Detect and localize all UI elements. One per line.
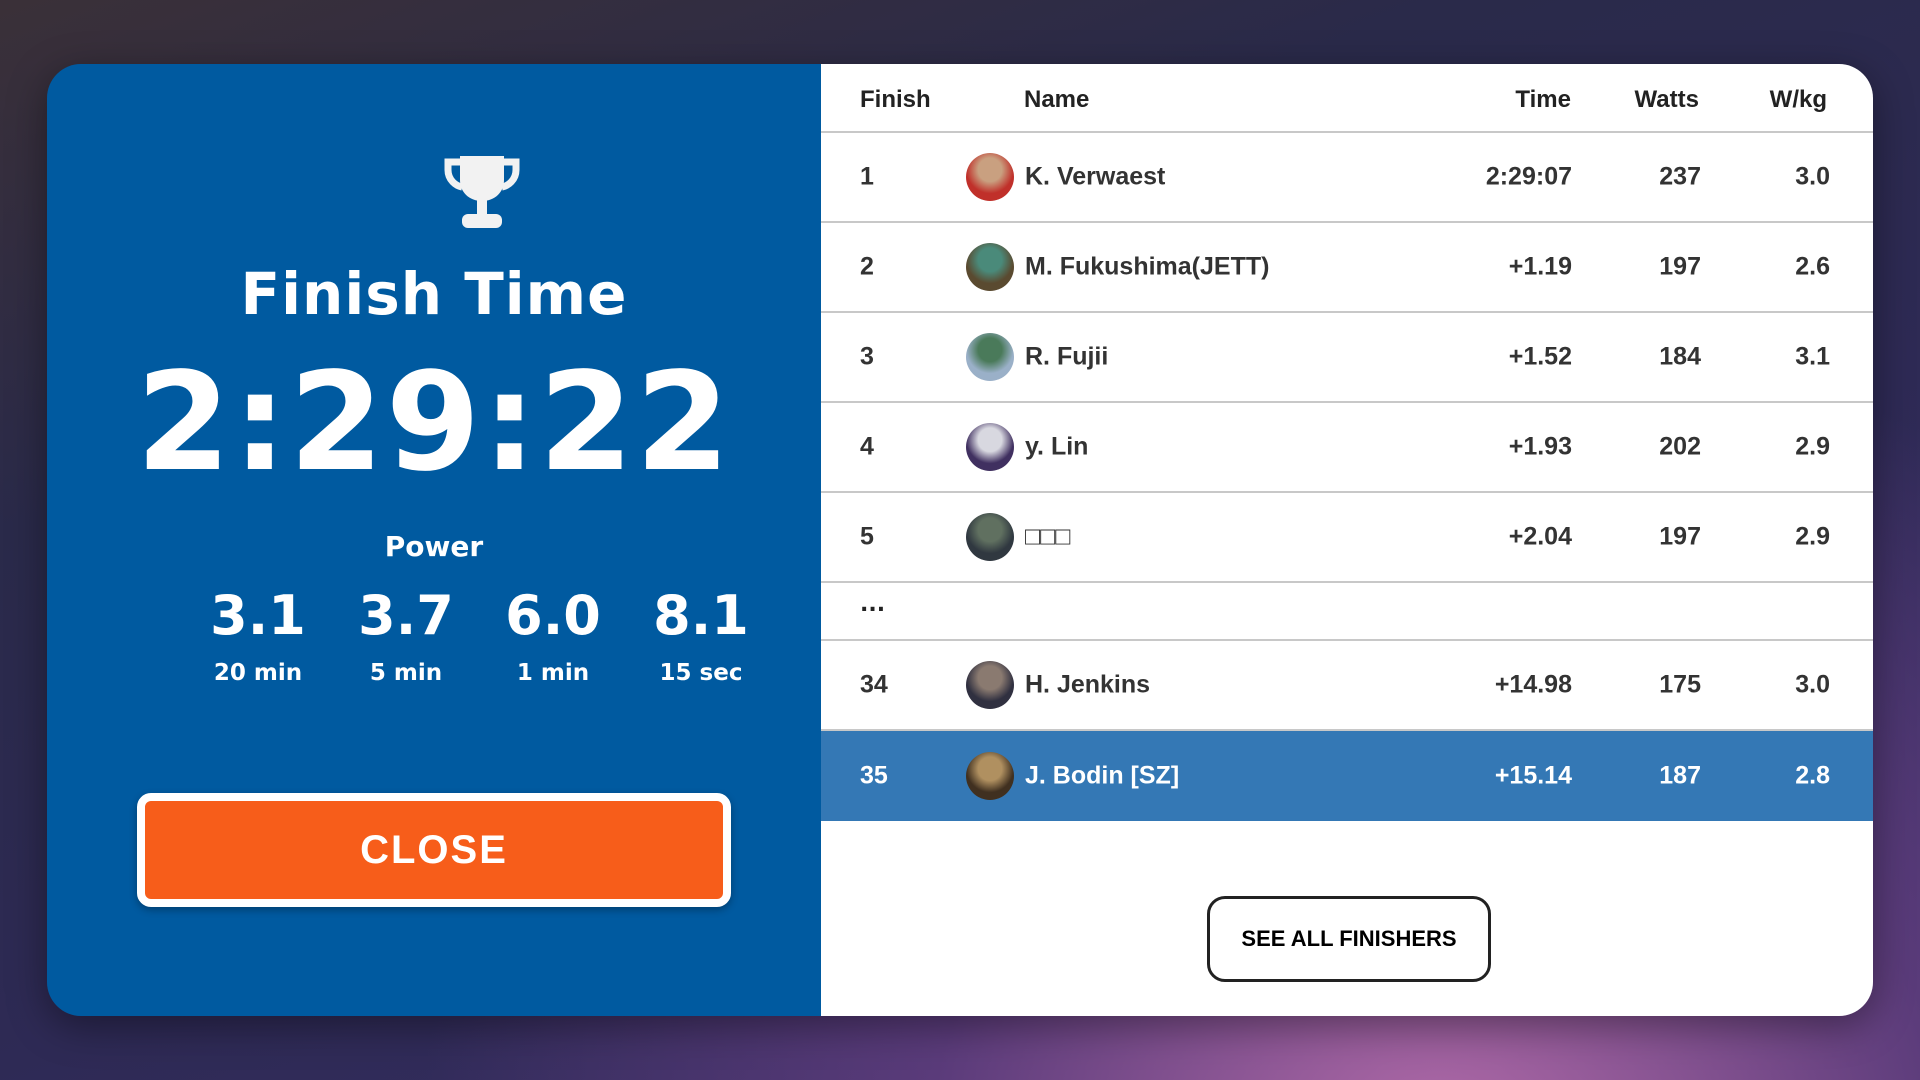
rider-wkg: 3.0 xyxy=(1795,162,1830,191)
column-header-name: Name xyxy=(1024,86,1090,113)
column-header-watts: Watts xyxy=(1634,86,1699,113)
power-label-20min: 20 min xyxy=(213,660,303,686)
rider-name: M. Fukushima(JETT) xyxy=(1025,252,1270,281)
avatar xyxy=(966,752,1014,800)
avatar xyxy=(966,333,1014,381)
avatar xyxy=(966,513,1014,561)
rider-watts: 202 xyxy=(1659,432,1701,461)
divider xyxy=(821,639,1873,641)
table-row[interactable]: 1 K. Verwaest 2:29:07 237 3.0 xyxy=(821,133,1873,223)
column-header-finish: Finish xyxy=(860,86,931,113)
avatar xyxy=(966,661,1014,709)
power-value-5min: 3.7 xyxy=(358,584,454,647)
rider-watts: 197 xyxy=(1659,522,1701,551)
power-label: Power xyxy=(384,530,484,563)
finish-position: 2 xyxy=(860,252,874,281)
rider-watts: 175 xyxy=(1659,670,1701,699)
rider-name: J. Bodin [SZ] xyxy=(1025,761,1180,790)
rider-name: K. Verwaest xyxy=(1025,162,1166,191)
rider-wkg: 2.8 xyxy=(1795,761,1830,790)
rider-time: +15.14 xyxy=(1494,761,1572,790)
rider-watts: 184 xyxy=(1659,342,1701,371)
finish-position: 34 xyxy=(860,670,888,699)
finish-time-value: 2:29:22 xyxy=(136,344,732,502)
table-row[interactable]: 4 y. Lin +1.93 202 2.9 xyxy=(821,403,1873,493)
rider-time: +1.93 xyxy=(1508,432,1572,461)
rider-name: H. Jenkins xyxy=(1025,670,1151,699)
results-table: Finish Name Time Watts W/kg 1 K. Verwaes… xyxy=(821,64,1873,1016)
rider-watts: 237 xyxy=(1659,162,1701,191)
rider-time: +14.98 xyxy=(1494,670,1572,699)
rider-time: +1.19 xyxy=(1508,252,1572,281)
results-modal: Finish Time 2:29:22 Power 3.1 3.7 6.0 8.… xyxy=(47,64,1873,1016)
rider-wkg: 3.0 xyxy=(1795,670,1830,699)
rider-name: R. Fujii xyxy=(1025,342,1109,371)
table-row[interactable]: 3 R. Fujii +1.52 184 3.1 xyxy=(821,313,1873,403)
rider-time: +1.52 xyxy=(1508,342,1572,371)
close-button[interactable]: CLOSE xyxy=(137,793,731,907)
rider-watts: 187 xyxy=(1659,761,1701,790)
rider-watts: 197 xyxy=(1659,252,1701,281)
rider-wkg: 2.9 xyxy=(1795,522,1830,551)
power-label-15sec: 15 sec xyxy=(659,660,743,686)
finish-summary: Finish Time 2:29:22 Power 3.1 3.7 6.0 8.… xyxy=(47,64,821,1016)
finish-position: 5 xyxy=(860,522,874,551)
avatar xyxy=(966,423,1014,471)
finish-position: 35 xyxy=(860,761,888,790)
rider-wkg: 2.6 xyxy=(1795,252,1830,281)
table-row[interactable]: 35 J. Bodin [SZ] +15.14 187 2.8 xyxy=(821,731,1873,821)
rider-time: 2:29:07 xyxy=(1485,162,1572,191)
avatar xyxy=(966,243,1014,291)
table-row[interactable]: 5 □□□ +2.04 197 2.9 xyxy=(821,493,1873,583)
power-label-1min: 1 min xyxy=(516,660,590,686)
finish-time-title: Finish Time xyxy=(240,260,628,328)
see-all-finishers-button[interactable]: SEE ALL FINISHERS xyxy=(1207,896,1491,982)
power-value-15sec: 8.1 xyxy=(653,584,749,647)
finish-position: 3 xyxy=(860,342,874,371)
rider-time: +2.04 xyxy=(1508,522,1572,551)
rider-name: □□□ xyxy=(1025,522,1071,551)
table-header: Finish Name Time Watts W/kg xyxy=(821,64,1873,133)
power-value-20min: 3.1 xyxy=(210,584,306,647)
finish-position: 4 xyxy=(860,432,874,461)
table-row[interactable]: 2 M. Fukushima(JETT) +1.19 197 2.6 xyxy=(821,223,1873,313)
finish-position: 1 xyxy=(860,162,874,191)
rider-name: y. Lin xyxy=(1025,432,1089,461)
trophy-icon xyxy=(444,156,520,228)
column-header-wkg: W/kg xyxy=(1769,86,1827,113)
power-value-1min: 6.0 xyxy=(505,584,601,647)
power-label-5min: 5 min xyxy=(369,660,443,686)
column-header-time: Time xyxy=(1515,86,1571,113)
ellipsis: ... xyxy=(860,592,886,617)
rider-wkg: 3.1 xyxy=(1795,342,1830,371)
rider-wkg: 2.9 xyxy=(1795,432,1830,461)
table-row[interactable]: 34 H. Jenkins +14.98 175 3.0 xyxy=(821,641,1873,731)
avatar xyxy=(966,153,1014,201)
